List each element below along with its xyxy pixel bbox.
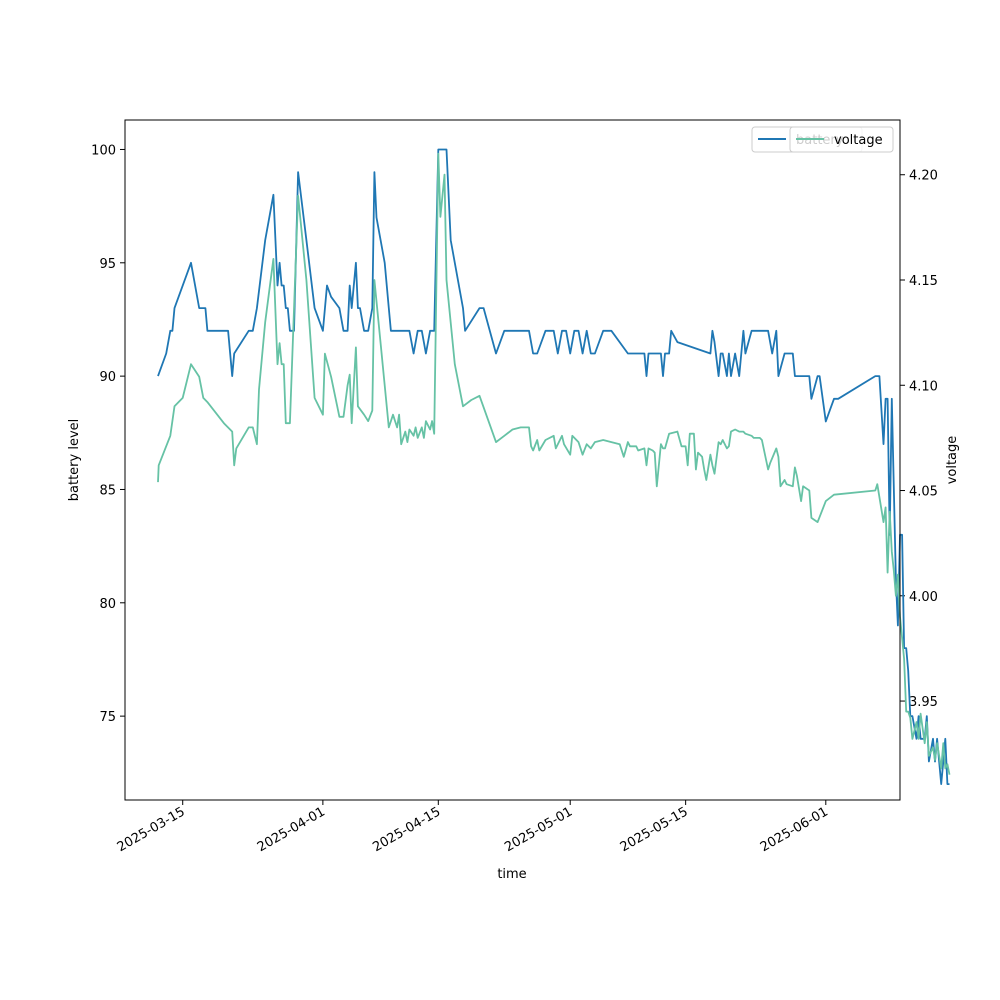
battery-series-line [157,148,950,785]
x-tick-label: 2025-03-15 [115,804,188,855]
x-tick-label: 2025-04-01 [255,804,328,855]
right-y-tick-label: 4.10 [909,379,938,394]
left-y-axis-ticks: 75 80 85 90 95 100 [91,143,125,725]
voltage-series-line [157,152,951,775]
x-axis-label: time [497,867,526,882]
legend-voltage-label: voltage [834,133,883,148]
x-tick-label: 2025-06-01 [758,804,831,855]
right-y-tick-label: 3.95 [909,695,938,710]
plot-frame [124,119,901,801]
left-y-tick-label: 90 [99,370,116,385]
legend-voltage-box [789,126,894,153]
left-y-tick-label: 80 [99,597,116,612]
left-y-tick-label: 75 [99,710,116,725]
legend-voltage: voltage [789,126,894,153]
right-y-tick-label: 4.00 [909,590,938,605]
left-y-tick-label: 85 [99,483,116,498]
x-axis-ticks: 2025-03-15 2025-04-01 2025-04-15 2025-05-01… [115,800,831,855]
left-y-axis-label: battery level [67,419,82,502]
x-tick-label: 2025-04-15 [370,804,443,855]
left-y-tick-label: 100 [91,143,116,158]
right-y-tick-label: 4.15 [909,274,938,289]
series-layer [157,148,951,785]
right-y-tick-label: 4.20 [909,169,938,184]
x-tick-label: 2025-05-15 [618,804,691,855]
right-y-axis-label: voltage [945,436,960,485]
right-y-axis-ticks: 3.95 4.00 4.05 4.10 4.15 4.20 [900,169,938,710]
left-y-tick-label: 95 [99,257,116,272]
right-y-tick-label: 4.05 [909,485,938,500]
x-tick-label: 2025-05-01 [502,804,575,855]
